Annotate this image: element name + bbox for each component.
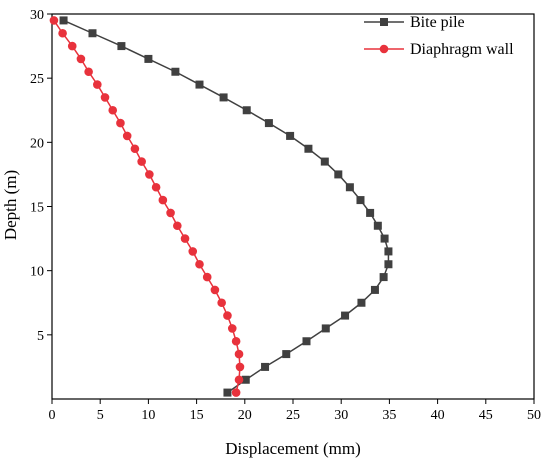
data-point xyxy=(241,375,250,384)
legend-marker xyxy=(379,44,389,54)
x-axis-title: Displacement (mm) xyxy=(225,439,361,458)
x-tick-label: 5 xyxy=(97,408,104,423)
data-point xyxy=(144,54,153,63)
data-point xyxy=(261,362,270,371)
series-line xyxy=(53,19,241,393)
data-point xyxy=(345,183,354,192)
data-point xyxy=(231,336,241,346)
data-point xyxy=(219,93,228,102)
data-point xyxy=(264,119,273,128)
data-point xyxy=(231,388,241,397)
data-point xyxy=(195,259,204,269)
data-point xyxy=(67,41,77,51)
data-point xyxy=(341,311,350,320)
data-point xyxy=(304,144,313,153)
data-point xyxy=(234,375,244,385)
x-tick-label: 25 xyxy=(286,408,300,423)
data-point xyxy=(380,234,389,243)
data-point xyxy=(180,234,190,243)
data-point xyxy=(88,29,97,38)
data-point xyxy=(58,28,67,38)
data-point xyxy=(171,67,180,76)
data-point xyxy=(173,221,182,231)
data-point xyxy=(210,285,220,295)
series-bite-pile xyxy=(59,16,393,397)
x-tick-label: 10 xyxy=(141,408,155,423)
data-point xyxy=(321,324,330,333)
data-point xyxy=(227,324,237,333)
data-point xyxy=(235,362,245,372)
legend-label: Bite pile xyxy=(410,14,465,31)
data-point xyxy=(93,80,102,89)
data-point xyxy=(122,131,132,141)
legend-label: Diaphragm wall xyxy=(410,41,514,58)
series-line xyxy=(63,19,390,394)
data-point xyxy=(286,131,295,140)
data-point xyxy=(320,157,329,166)
data-point xyxy=(223,388,232,397)
y-tick-label: 25 xyxy=(30,72,44,87)
data-point xyxy=(384,247,393,256)
series-diaphragm-wall xyxy=(49,16,245,397)
x-tick-label: 40 xyxy=(431,408,445,423)
x-tick-label: 35 xyxy=(382,408,396,423)
y-axis-title: Depth (m) xyxy=(1,170,20,240)
legend-item: Diaphragm wall xyxy=(364,41,514,58)
data-point xyxy=(234,349,244,359)
data-point xyxy=(366,208,375,217)
y-tick-label: 20 xyxy=(30,136,44,151)
data-point xyxy=(373,221,382,230)
data-point xyxy=(108,105,118,115)
data-point xyxy=(59,16,68,25)
axes: 0 5 10 15 20 25 30 35 40 45 50 5 10 15 20 25 30 xyxy=(30,8,541,423)
y-tick-label: 5 xyxy=(37,329,44,344)
data-point xyxy=(137,157,146,166)
data-point xyxy=(188,247,198,256)
data-point xyxy=(195,80,204,89)
x-tick-label: 15 xyxy=(190,408,204,423)
data-point xyxy=(100,93,110,102)
data-point xyxy=(242,106,251,115)
plot-frame xyxy=(51,13,535,400)
data-point xyxy=(384,260,393,269)
data-point xyxy=(356,196,365,205)
data-point xyxy=(145,170,154,179)
data-point xyxy=(130,144,140,154)
x-tick-label: 20 xyxy=(238,408,252,423)
x-tick-label: 45 xyxy=(479,408,493,423)
x-tick-label: 50 xyxy=(527,408,541,423)
data-point xyxy=(84,67,93,77)
x-tick-label: 30 xyxy=(334,408,348,423)
legend-item: Bite pile xyxy=(364,14,465,31)
series-layer xyxy=(49,16,393,397)
data-point xyxy=(76,54,86,64)
data-point xyxy=(370,285,379,294)
data-point xyxy=(202,272,212,282)
data-point xyxy=(151,182,161,192)
data-point xyxy=(49,16,59,25)
data-point xyxy=(217,298,226,308)
y-tick-label: 30 xyxy=(30,8,44,23)
x-tick-label: 0 xyxy=(49,408,56,423)
data-point xyxy=(158,195,168,205)
data-point xyxy=(117,42,126,51)
data-point xyxy=(166,208,175,218)
data-point xyxy=(116,118,125,128)
y-tick-label: 15 xyxy=(30,201,44,216)
data-point xyxy=(302,337,311,346)
legend: Bite pile Diaphragm wall xyxy=(364,14,514,58)
data-point xyxy=(357,298,366,307)
data-point xyxy=(282,350,291,359)
legend-marker xyxy=(380,18,388,26)
data-point xyxy=(334,170,343,179)
data-point xyxy=(223,311,232,320)
y-tick-label: 10 xyxy=(30,265,44,280)
data-point xyxy=(379,273,388,282)
